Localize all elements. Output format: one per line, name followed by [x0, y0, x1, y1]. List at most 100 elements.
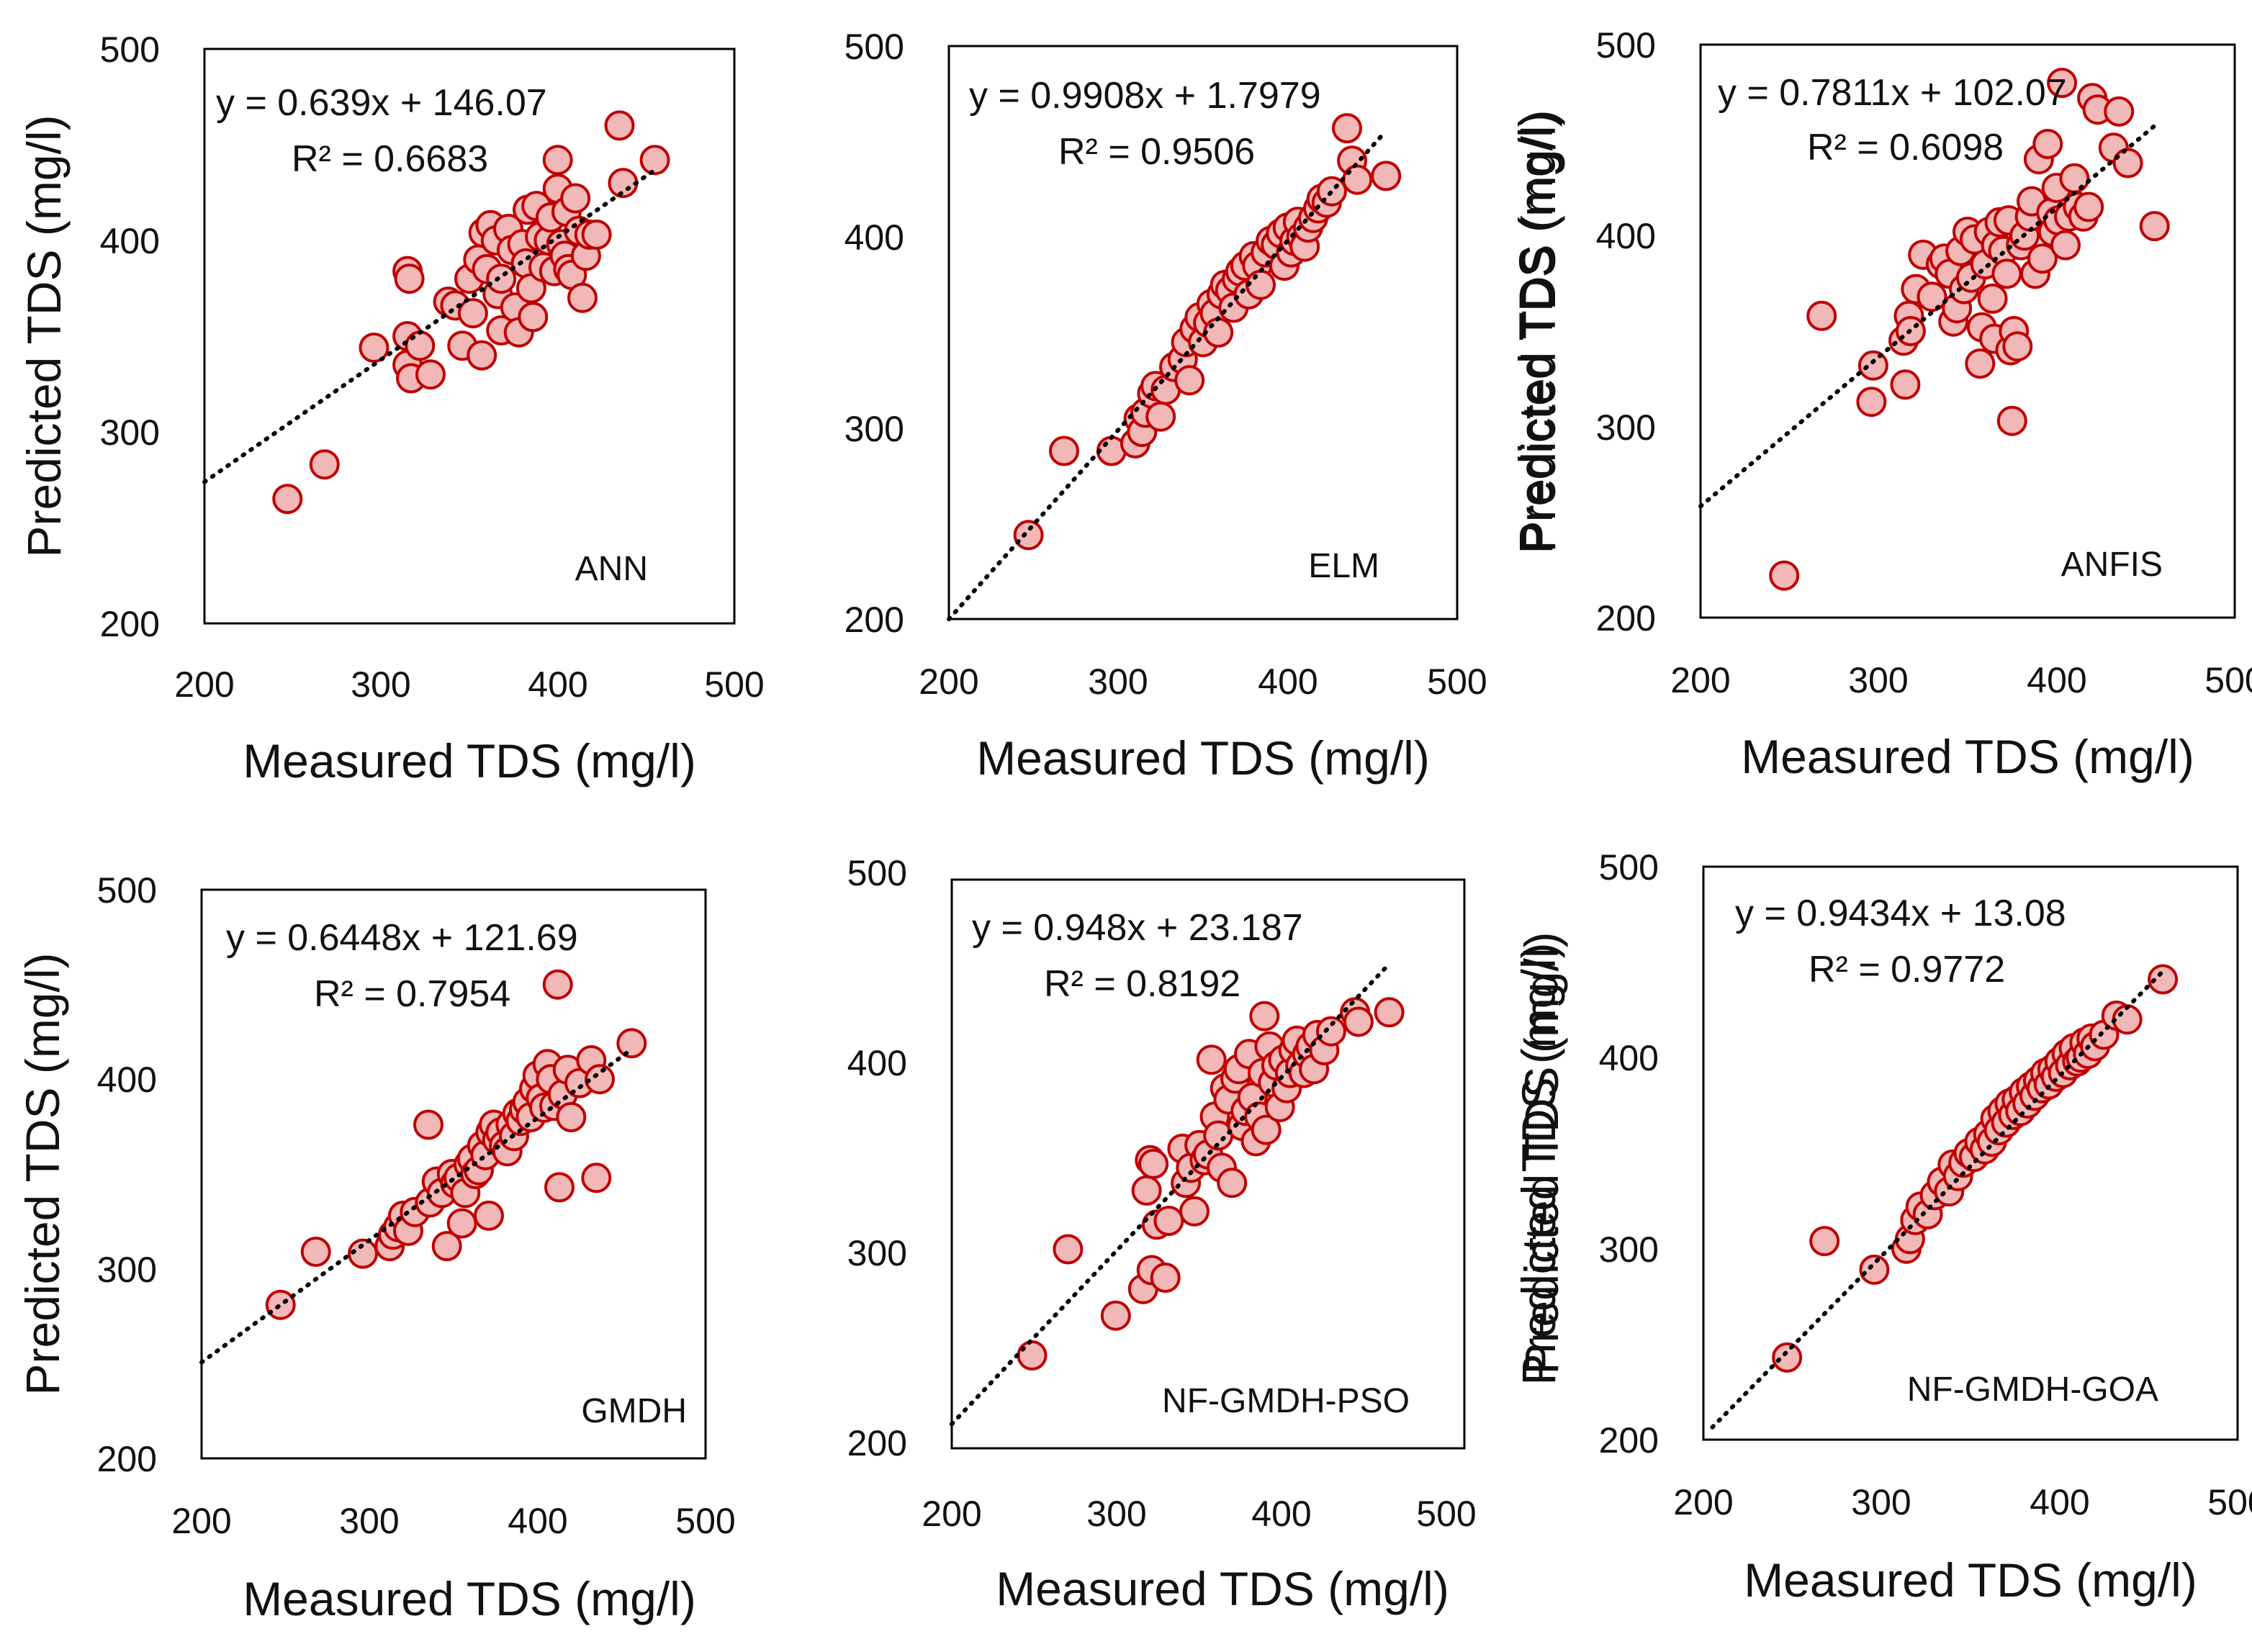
data-point-11	[1917, 281, 1947, 312]
y-tick-400: 400	[97, 1060, 157, 1100]
y-axis-title: Predicted TDS (mg/l)	[17, 115, 71, 558]
y-tick-500: 500	[97, 870, 157, 911]
x-tick-500: 500	[2204, 660, 2252, 700]
y-tick-200: 200	[100, 604, 160, 644]
x-tick-500: 500	[1416, 1494, 1476, 1534]
y-tick-400: 400	[100, 221, 160, 261]
model-label: ELM	[1308, 547, 1379, 585]
x-axis-title: Measured TDS (mg/l)	[996, 1562, 1449, 1615]
data-point-3	[348, 1238, 378, 1269]
trendline-equation: y = 0.9908x + 1.7979	[969, 75, 1321, 117]
y-axis-title: Predicted TDS (mg/l)	[16, 953, 69, 1396]
data-point-9	[405, 330, 436, 361]
x-tick-300: 300	[1851, 1482, 1911, 1522]
data-point-55	[639, 145, 670, 176]
data-point-59	[2104, 96, 2135, 127]
x-tick-200: 200	[174, 664, 234, 705]
r-squared-label: R² = 0.9772	[1809, 949, 2005, 990]
y-tick-400: 400	[847, 1043, 907, 1083]
x-axis-title: Measured TDS (mg/l)	[1744, 1553, 2197, 1607]
data-point-15	[1174, 365, 1205, 396]
data-point-3	[1859, 1254, 1890, 1285]
data-point-53	[604, 110, 635, 141]
data-point-1	[1013, 520, 1044, 551]
data-point-56	[1374, 997, 1405, 1028]
scatter-markers	[1013, 113, 1402, 551]
y-tick-200: 200	[844, 600, 904, 640]
y-tick-300: 300	[100, 412, 160, 453]
x-tick-300: 300	[1086, 1494, 1146, 1534]
data-point-55	[2073, 191, 2104, 222]
data-point-52	[2059, 163, 2090, 194]
data-point-51	[556, 1102, 587, 1132]
data-point-2	[1049, 435, 1079, 466]
trendline	[202, 168, 657, 484]
data-point-53	[2148, 964, 2179, 995]
y-tick-300: 300	[844, 409, 904, 449]
trendline	[199, 1048, 632, 1365]
panel-nf-gmdh-goa: 500 400 300 200 200 300 400 500 Measured…	[1515, 847, 2252, 1607]
scatter-markers	[265, 969, 647, 1320]
data-point-10	[413, 1109, 443, 1140]
data-point-11	[1153, 1206, 1184, 1236]
data-point-3	[359, 333, 389, 363]
panel-ann: 500 400 300 200 200 300 400 500 Measured…	[17, 30, 765, 787]
panel-elm: 500 400 300 200 200 300 400 500 Measured…	[844, 27, 1562, 785]
x-tick-300: 300	[339, 1501, 399, 1541]
y-tick-200: 200	[847, 1423, 907, 1463]
data-point-36	[2002, 331, 2033, 362]
data-point-48	[544, 1172, 575, 1203]
x-axis-title: Measured TDS (mg/l)	[243, 1572, 696, 1625]
data-point-61	[2139, 211, 2170, 242]
x-tick-200: 200	[1673, 1482, 1733, 1522]
x-tick-400: 400	[2027, 660, 2086, 700]
data-point-10	[415, 359, 446, 390]
data-point-44	[2032, 129, 2063, 159]
x-tick-500: 500	[704, 664, 764, 705]
data-point-5	[1131, 1175, 1162, 1206]
data-point-33	[518, 302, 549, 333]
data-point-1	[272, 484, 303, 515]
data-point-55	[1343, 1006, 1374, 1037]
y-tick-500: 500	[1596, 25, 1656, 66]
x-tick-400: 400	[1258, 662, 1318, 702]
panel-anfis: 500 400 300 200 200 300 400 500 Measured…	[1512, 25, 2252, 783]
data-point-17	[467, 340, 497, 371]
trendline	[1698, 120, 2161, 509]
data-point-23	[486, 263, 517, 294]
data-point-53	[1342, 164, 1373, 195]
y-tick-500: 500	[847, 853, 907, 893]
y-tick-500: 500	[844, 27, 904, 67]
y-tick-500: 500	[1599, 847, 1659, 888]
data-point-2	[1053, 1234, 1084, 1265]
data-point-15	[457, 298, 488, 329]
trendline-equation: y = 0.639x + 146.07	[216, 82, 547, 124]
data-point-1	[1772, 1342, 1803, 1373]
data-point-56	[616, 1028, 647, 1059]
x-tick-400: 400	[528, 664, 587, 705]
data-point-34	[1996, 405, 2027, 436]
data-point-60	[2112, 148, 2143, 179]
data-point-5	[394, 263, 425, 294]
x-tick-500: 500	[675, 1501, 735, 1541]
y-tick-500: 500	[100, 30, 160, 70]
x-tick-200: 200	[919, 662, 978, 702]
data-point-1	[1769, 560, 1800, 591]
data-point-49	[2047, 68, 2078, 99]
r-squared-label: R² = 0.6683	[292, 138, 488, 180]
scatter-markers	[272, 110, 670, 515]
data-point-35	[1249, 1001, 1280, 1032]
x-tick-500: 500	[1427, 662, 1487, 702]
data-point-31	[1991, 258, 2022, 289]
data-point-47	[542, 969, 573, 1000]
model-label: NF-GMDH-GOA	[1907, 1371, 2158, 1409]
data-point-2	[1806, 300, 1837, 331]
trendline	[1710, 969, 2166, 1430]
data-point-19	[1196, 1044, 1227, 1075]
data-point-1	[1017, 1340, 1048, 1371]
y-tick-300: 300	[1599, 1229, 1659, 1270]
data-point-6	[1890, 369, 1921, 400]
data-point-22	[1203, 317, 1234, 348]
trendline-equation: y = 0.948x + 23.187	[972, 907, 1303, 949]
data-point-26	[474, 1200, 504, 1231]
